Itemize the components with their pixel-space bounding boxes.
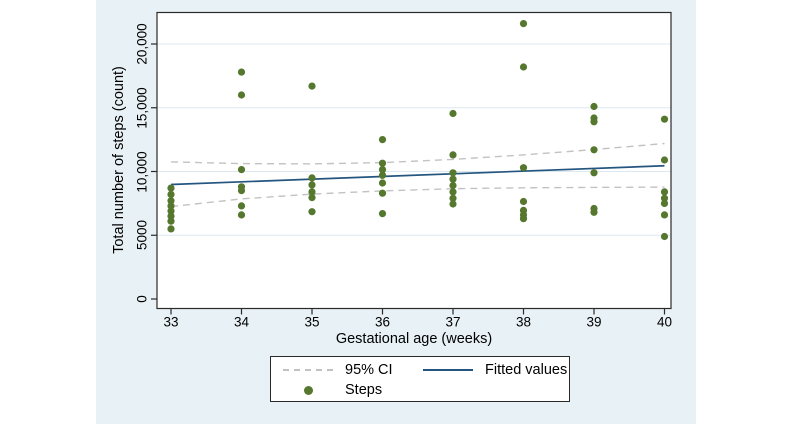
data-point	[590, 146, 598, 154]
data-point	[237, 68, 246, 76]
data-point	[519, 215, 528, 223]
data-point	[378, 171, 387, 179]
data-point	[378, 136, 387, 144]
data-point	[660, 199, 669, 207]
data-point	[449, 181, 457, 190]
data-point	[308, 208, 316, 216]
x-tick-label: 36	[374, 314, 391, 330]
data-point	[237, 187, 246, 195]
ci-lower-line	[170, 186, 665, 208]
data-point	[167, 184, 175, 192]
data-point	[167, 190, 175, 198]
data-point	[449, 151, 457, 159]
plot-frame	[156, 11, 672, 310]
data-point	[590, 169, 598, 177]
dot-swatch-icon	[283, 385, 333, 395]
scatter-points	[167, 20, 669, 241]
data-point	[660, 156, 669, 164]
legend-entry-steps: Steps	[283, 382, 423, 398]
y-axis-title: Total number of steps (count)	[111, 66, 127, 254]
axis-ticks	[151, 43, 666, 315]
y-tick-label: 0	[134, 295, 150, 303]
x-tick-label: 40	[656, 314, 673, 330]
data-point	[237, 91, 246, 99]
data-point	[167, 225, 175, 233]
legend-row-2: Steps	[283, 380, 569, 400]
data-point	[519, 63, 528, 71]
data-point	[167, 217, 175, 225]
data-point	[519, 197, 528, 206]
data-point	[590, 102, 598, 111]
x-tick-label: 37	[445, 314, 461, 330]
dashed-line-swatch-icon	[283, 369, 333, 371]
y-tick-label: 5000	[134, 220, 150, 251]
data-point	[378, 210, 387, 218]
legend-entry-ci: 95% CI	[283, 362, 423, 378]
data-point	[449, 169, 457, 177]
data-point	[237, 202, 246, 210]
data-point	[167, 207, 175, 215]
data-point	[449, 188, 457, 196]
data-point	[519, 164, 528, 172]
legend-label-ci: 95% CI	[345, 362, 393, 378]
data-point	[590, 118, 598, 126]
plot-canvas	[151, 11, 672, 315]
data-point	[378, 166, 387, 174]
x-tick-label: 39	[586, 314, 602, 330]
scatter-chart-figure: Total number of steps (count) Gestationa…	[96, 0, 696, 424]
data-point	[167, 212, 175, 220]
data-point	[449, 200, 457, 208]
data-point	[449, 109, 457, 118]
data-point	[660, 194, 669, 202]
legend-row-1: 95% CI Fitted values	[283, 360, 569, 380]
data-point	[660, 115, 669, 123]
data-point	[378, 179, 387, 187]
ci-band	[170, 142, 665, 208]
y-tick-label: 10,000	[134, 150, 150, 193]
y-tick-label: 15,000	[134, 87, 150, 129]
legend-label-fitted: Fitted values	[485, 362, 568, 378]
data-point	[167, 197, 175, 205]
legend: 95% CI Fitted values Steps	[270, 356, 570, 402]
data-point	[308, 194, 316, 202]
data-point	[519, 20, 528, 28]
legend-label-steps: Steps	[345, 382, 383, 398]
legend-entry-fitted: Fitted values	[423, 362, 567, 378]
data-point	[237, 211, 246, 219]
y-tick-label: 20,000	[134, 23, 150, 65]
data-point	[308, 82, 316, 90]
solid-line-swatch-icon	[423, 369, 473, 371]
data-point	[308, 188, 316, 196]
data-point	[237, 166, 246, 174]
fitted-line	[170, 164, 665, 186]
data-point	[378, 159, 387, 167]
data-point	[167, 202, 175, 210]
data-point	[308, 174, 316, 182]
ci-upper-line	[170, 142, 665, 165]
x-tick-label: 38	[515, 314, 532, 330]
x-axis-title: Gestational age (weeks)	[335, 331, 493, 347]
data-point	[449, 194, 457, 202]
x-tick-label: 33	[163, 314, 179, 330]
x-tick-label: 35	[304, 314, 320, 330]
x-tick-label: 34	[233, 314, 250, 330]
data-point	[660, 211, 669, 219]
data-point	[660, 188, 669, 196]
data-point	[590, 208, 598, 216]
data-point	[660, 232, 669, 241]
data-point	[378, 189, 387, 197]
data-point	[449, 175, 457, 183]
data-point	[308, 181, 316, 189]
